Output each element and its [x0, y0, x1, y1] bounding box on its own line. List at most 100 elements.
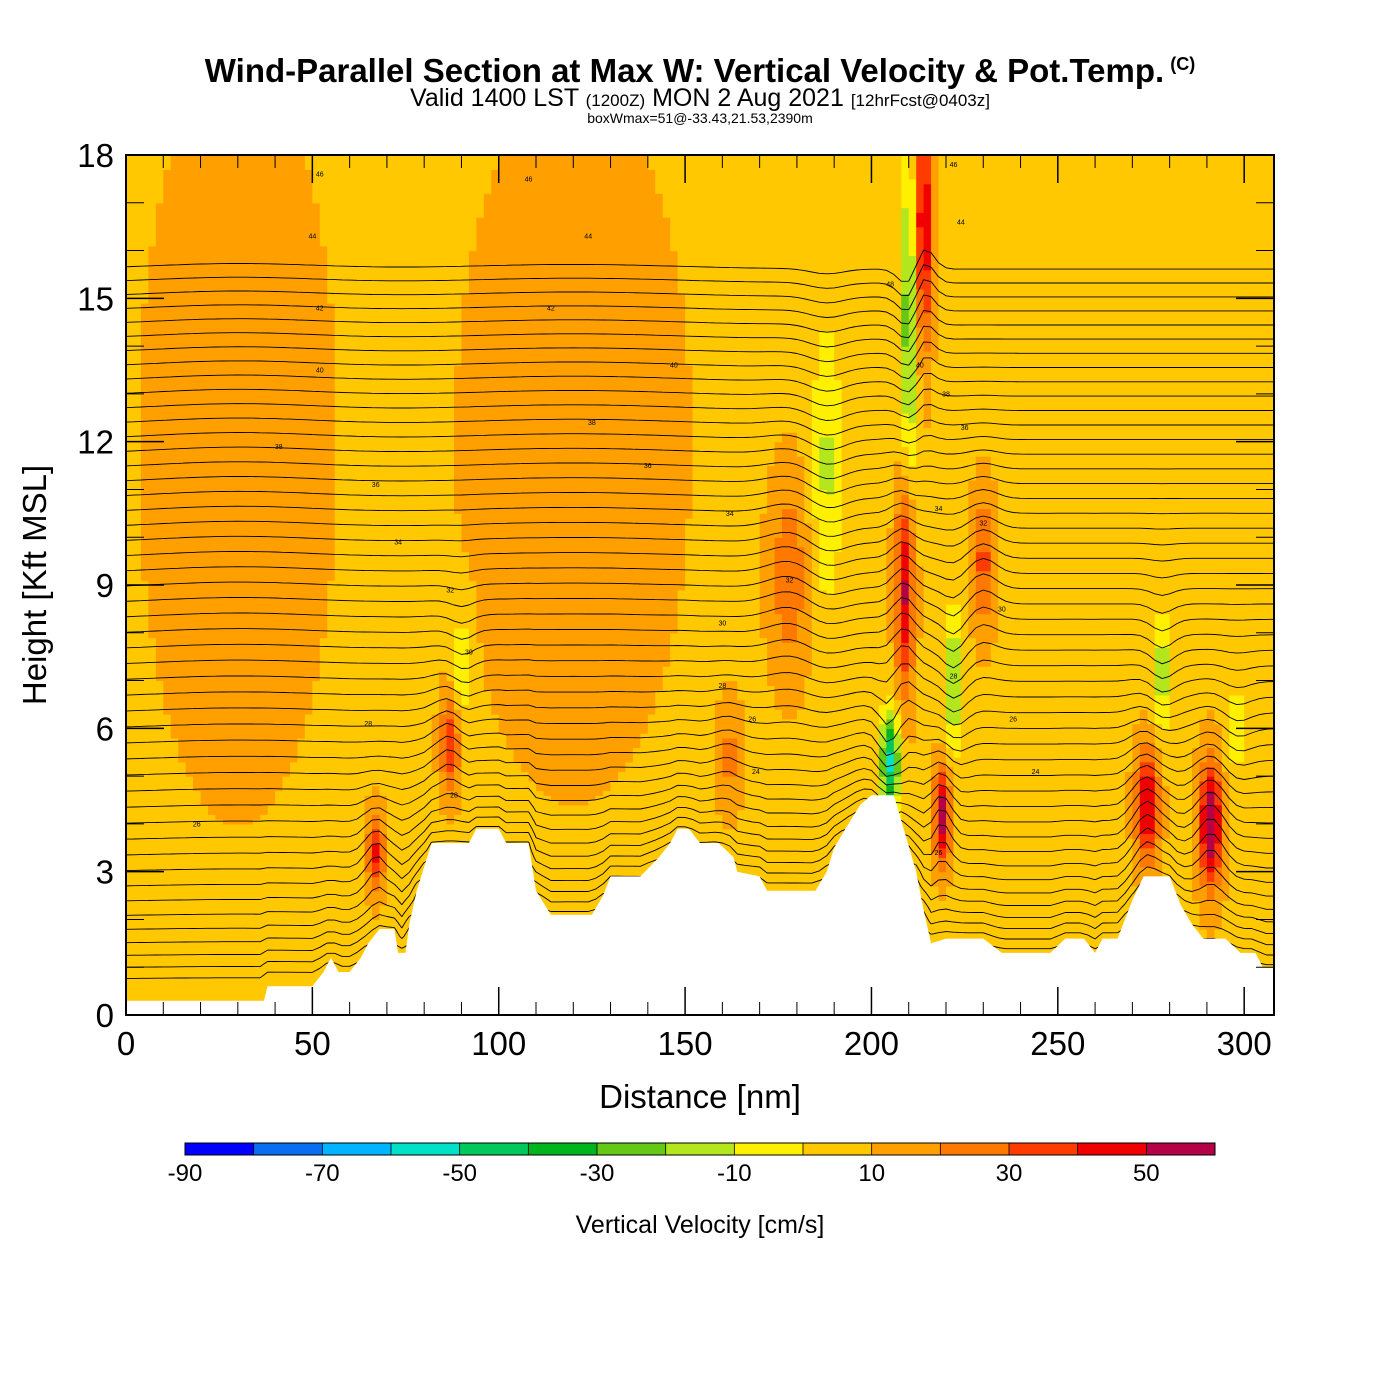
y-tick-label: 0: [96, 997, 114, 1034]
velocity-cell: [491, 155, 500, 170]
velocity-cell: [222, 155, 231, 825]
colorbar-swatch: [391, 1143, 461, 1155]
velocity-cell: [178, 155, 187, 763]
velocity-cell: [454, 766, 463, 815]
velocity-cell: [901, 155, 910, 209]
velocity-cell: [774, 537, 783, 615]
velocity-cell: [424, 155, 433, 1015]
theta-contour-label: 28: [950, 673, 958, 680]
velocity-cell: [275, 790, 284, 1015]
velocity-cell: [826, 594, 835, 1015]
colorbar-swatch: [1009, 1143, 1079, 1155]
velocity-cell: [938, 833, 947, 849]
velocity-cell: [1057, 155, 1066, 1015]
theta-contour-line: [126, 749, 1274, 780]
velocity-cell: [677, 155, 686, 295]
theta-contour-line: [126, 612, 1274, 652]
velocity-cell: [252, 819, 261, 1015]
velocity-cell: [819, 155, 828, 333]
velocity-cell: [901, 642, 910, 672]
velocity-cell: [252, 155, 261, 820]
theta-contour-label: 32: [446, 587, 454, 594]
velocity-cell: [595, 155, 604, 796]
velocity-cell: [901, 494, 910, 519]
velocity-cell: [983, 613, 992, 667]
colorbar-swatch: [734, 1143, 804, 1155]
velocity-cell: [1042, 155, 1051, 1015]
velocity-cell: [819, 489, 828, 591]
theta-contour-label: 30: [465, 649, 473, 656]
velocity-cell: [416, 155, 425, 1015]
velocity-cell: [990, 155, 999, 481]
velocity-cell: [931, 742, 940, 777]
velocity-cell: [975, 613, 984, 667]
velocity-cell: [938, 847, 947, 858]
theta-contour-label: 32: [786, 578, 794, 585]
velocity-cell: [1124, 155, 1133, 772]
theta-contour-line: [126, 597, 1274, 635]
theta-contour-line: [126, 432, 1274, 451]
velocity-cell: [662, 155, 671, 218]
velocity-cell: [789, 508, 798, 643]
velocity-cell: [983, 551, 992, 572]
velocity-cell: [446, 771, 455, 792]
velocity-cell: [953, 604, 962, 639]
velocity-cell: [1206, 871, 1215, 882]
velocity-cell: [1095, 155, 1104, 1015]
velocity-cell: [774, 441, 783, 538]
velocity-cell: [946, 155, 955, 605]
velocity-cell: [938, 871, 947, 901]
theta-contour-line: [126, 797, 1274, 840]
theta-contour-line: [126, 372, 1274, 393]
theta-contour-line: [126, 811, 1274, 856]
y-tick-label: 15: [77, 280, 114, 317]
velocity-cell: [789, 718, 798, 1015]
velocity-cell: [1206, 900, 1215, 940]
velocity-cell: [170, 155, 179, 739]
velocity-cell: [498, 155, 507, 734]
x-tick-label: 150: [658, 1025, 713, 1062]
velocity-cell: [893, 714, 902, 734]
velocity-cell: [290, 155, 299, 763]
velocity-cell: [1154, 613, 1163, 648]
theta-contour-label: 40: [916, 363, 924, 370]
y-tick-label: 9: [96, 567, 114, 604]
velocity-cell: [1206, 709, 1215, 749]
velocity-cell: [796, 155, 805, 457]
velocity-cell: [677, 293, 686, 591]
velocity-cell: [1154, 155, 1163, 615]
velocity-cell: [662, 666, 671, 1015]
velocity-cell: [968, 479, 977, 639]
velocity-cell: [931, 852, 940, 887]
velocity-cell: [983, 570, 992, 615]
velocity-cell: [1132, 771, 1141, 839]
subtitle-forecast: [12hrFcst@0403z]: [850, 91, 990, 110]
theta-contour-label: 24: [1032, 769, 1040, 776]
velocity-cell: [454, 733, 463, 768]
velocity-cell: [372, 828, 381, 844]
velocity-cell: [796, 456, 805, 548]
velocity-cell: [155, 680, 164, 1015]
velocity-cell: [1199, 886, 1208, 930]
x-axis-title: Distance [nm]: [599, 1078, 801, 1115]
colorbar-tick-label: 30: [996, 1160, 1023, 1187]
colorbar-tick-label: -70: [305, 1160, 340, 1187]
theta-contour-line: [126, 357, 1274, 380]
velocity-cell: [372, 876, 381, 892]
velocity-cell: [1206, 747, 1215, 768]
velocity-cell: [610, 155, 619, 782]
velocity-cell: [364, 833, 373, 873]
velocity-cell: [536, 155, 545, 792]
theta-contour-line: [126, 710, 1274, 743]
theta-contour-label: 28: [450, 793, 458, 800]
velocity-cell: [901, 293, 910, 347]
theta-contour-line: [126, 515, 1274, 537]
velocity-cell: [573, 804, 582, 1015]
velocity-cell: [841, 155, 850, 1015]
velocity-cell: [580, 804, 589, 1015]
velocity-cell: [923, 427, 932, 1015]
velocity-cell: [163, 169, 172, 715]
velocity-cell: [312, 202, 321, 682]
velocity-cell: [901, 518, 910, 543]
theta-contour-label: 32: [979, 520, 987, 527]
